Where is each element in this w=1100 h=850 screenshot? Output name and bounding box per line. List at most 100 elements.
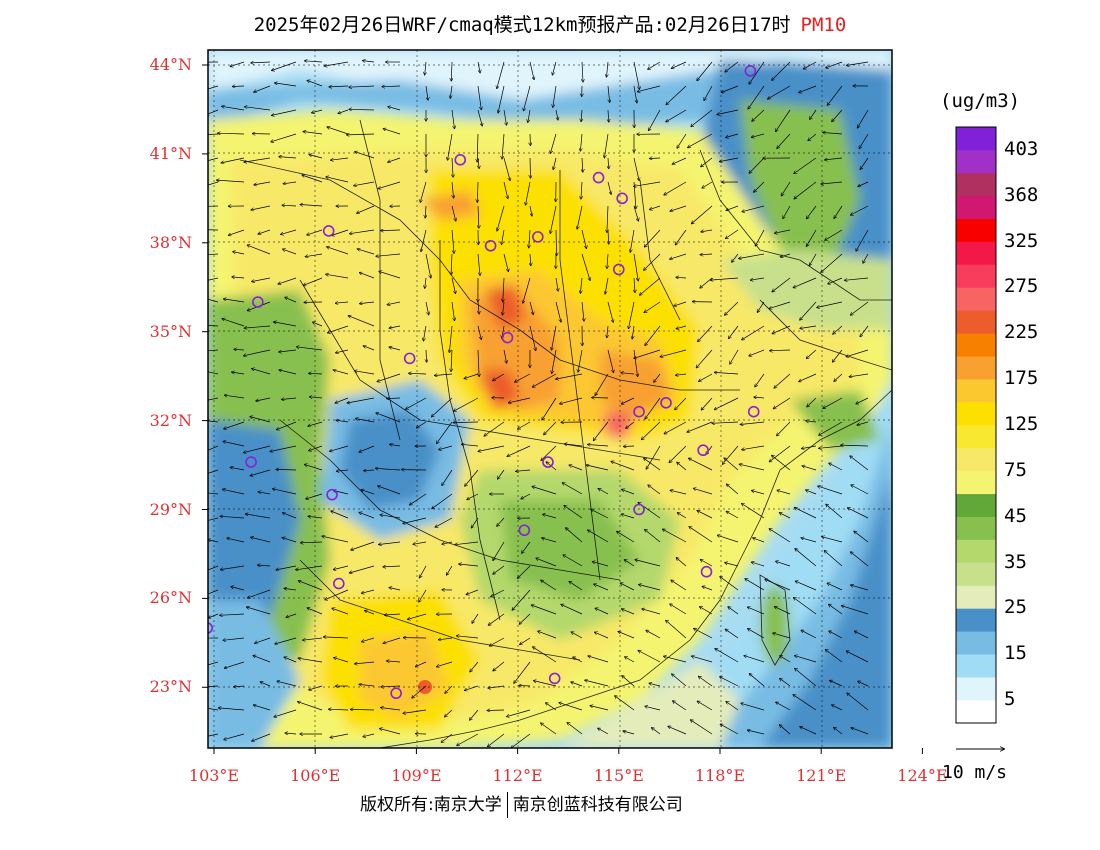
city-marker bbox=[633, 503, 645, 516]
wind-arrow bbox=[772, 61, 791, 80]
wind-arrow bbox=[282, 205, 297, 206]
wind-arrow bbox=[232, 86, 245, 87]
wind-arrow bbox=[477, 133, 478, 162]
wind-arrow bbox=[829, 463, 843, 471]
wind-arrow bbox=[804, 61, 817, 69]
wind-arrow bbox=[329, 86, 349, 87]
wind-arrow bbox=[860, 157, 869, 169]
wind-arrow bbox=[768, 85, 791, 99]
wind-arrow bbox=[425, 301, 429, 315]
wind-arrow bbox=[309, 685, 323, 690]
wind-arrow bbox=[676, 325, 687, 329]
colorbar-unit: (ug/m3) bbox=[940, 90, 1021, 112]
colorbar-swatch bbox=[956, 241, 996, 265]
wind-arrow bbox=[390, 444, 401, 446]
wind-arrow bbox=[677, 462, 687, 471]
wind-arrow bbox=[697, 511, 713, 519]
wind-arrow bbox=[663, 529, 687, 543]
wind-arrow bbox=[439, 445, 453, 450]
wind-arrow bbox=[581, 253, 590, 280]
wind-arrow bbox=[748, 85, 765, 109]
wind-arrow bbox=[607, 325, 608, 338]
wind-arrow bbox=[552, 61, 557, 75]
wind-arrow bbox=[626, 421, 635, 428]
wind-arrow bbox=[673, 701, 687, 711]
city-marker bbox=[333, 577, 345, 590]
city-marker bbox=[592, 171, 605, 184]
wind-arrow bbox=[274, 322, 297, 327]
wind-arrow bbox=[275, 637, 297, 644]
wind-arrow bbox=[845, 277, 869, 280]
city-marker bbox=[322, 225, 335, 237]
wind-arrow bbox=[302, 175, 323, 183]
colorbar-swatch bbox=[956, 539, 996, 563]
wind-arrow bbox=[332, 229, 349, 236]
wind-arrow bbox=[534, 681, 557, 687]
wind-arrow bbox=[672, 674, 687, 687]
wind-arrow bbox=[664, 656, 687, 663]
wind-arrow bbox=[324, 637, 349, 638]
wind-arrow bbox=[801, 538, 817, 543]
colorbar-label: 75 bbox=[1004, 458, 1027, 481]
wind-arrow bbox=[648, 61, 661, 69]
wind-arrow bbox=[522, 541, 531, 553]
wind-arrow bbox=[375, 468, 401, 471]
wind-arrow bbox=[635, 560, 661, 567]
wind-arrow bbox=[365, 611, 375, 615]
wind-arrow bbox=[770, 350, 791, 351]
wind-arrow bbox=[529, 205, 532, 216]
wind-arrow bbox=[516, 470, 531, 471]
wind-arrow bbox=[777, 421, 791, 436]
wind-arrow bbox=[457, 636, 479, 639]
wind-arrow bbox=[779, 513, 791, 519]
wind-arrow bbox=[305, 464, 323, 471]
wind-arrow bbox=[478, 157, 479, 168]
wind-arrow bbox=[773, 633, 791, 639]
wind-arrow bbox=[536, 558, 557, 567]
lon-label: 112°E bbox=[492, 766, 543, 785]
wind-arrow bbox=[477, 325, 481, 339]
city-marker bbox=[252, 296, 264, 308]
wind-arrow bbox=[471, 517, 479, 528]
wind-arrow bbox=[518, 565, 531, 578]
wind-arrow bbox=[571, 682, 583, 687]
wind-arrow bbox=[542, 397, 557, 420]
wind-arrow bbox=[851, 485, 869, 495]
wind-arrow bbox=[555, 301, 561, 322]
wind-arrow bbox=[564, 444, 583, 447]
wind-arrow bbox=[846, 651, 869, 663]
wind-arrow bbox=[701, 397, 713, 410]
wind-arrow bbox=[308, 421, 323, 426]
wind-arrow bbox=[732, 253, 739, 262]
colorbar-label: 368 bbox=[1004, 183, 1039, 206]
colorbar-swatch bbox=[956, 379, 996, 403]
colorbar bbox=[955, 126, 997, 724]
wind-arrow bbox=[774, 373, 791, 388]
lat-label: 23°N bbox=[149, 677, 192, 697]
wind-arrow bbox=[700, 607, 713, 615]
wind-arrow bbox=[648, 485, 661, 495]
wind-arrow bbox=[298, 702, 323, 711]
wind-arrow bbox=[714, 397, 739, 410]
wind-arrow bbox=[222, 106, 245, 111]
wind-arrow bbox=[313, 322, 323, 327]
wind-arrow bbox=[725, 563, 739, 567]
wind-arrow bbox=[244, 445, 271, 453]
wind-arrow bbox=[692, 205, 713, 224]
wind-arrow bbox=[380, 729, 401, 735]
wind-arrow bbox=[208, 349, 219, 352]
wind-arrow bbox=[841, 445, 869, 446]
wind-arrow bbox=[765, 579, 791, 591]
wind-arrow bbox=[645, 530, 661, 543]
map-frame bbox=[207, 49, 893, 749]
wind-arrow bbox=[331, 511, 349, 519]
wind-arrow bbox=[331, 157, 349, 160]
wind-arrow bbox=[851, 585, 869, 591]
wind-arrow bbox=[677, 513, 687, 519]
wind-arrow bbox=[233, 252, 245, 255]
wind-arrow bbox=[629, 301, 635, 329]
wind-arrow bbox=[224, 733, 245, 740]
wind-arrow bbox=[827, 85, 843, 105]
wind-arrow bbox=[777, 490, 791, 495]
wind-arrow bbox=[677, 133, 687, 148]
